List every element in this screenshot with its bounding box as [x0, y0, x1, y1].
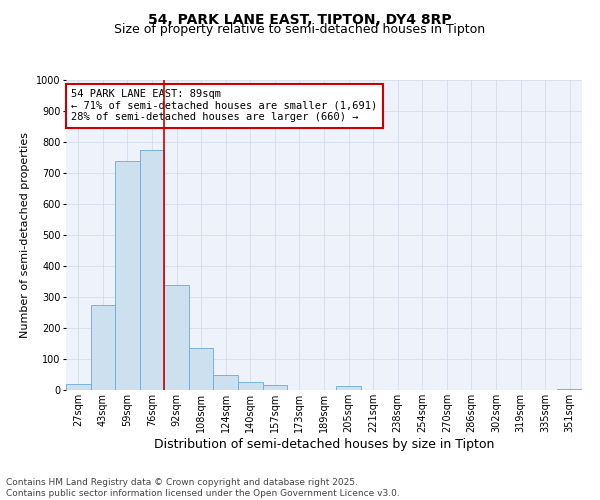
Y-axis label: Number of semi-detached properties: Number of semi-detached properties — [20, 132, 31, 338]
Text: 54, PARK LANE EAST, TIPTON, DY4 8RP: 54, PARK LANE EAST, TIPTON, DY4 8RP — [148, 12, 452, 26]
Bar — [189, 348, 214, 390]
Bar — [164, 284, 189, 390]
Text: Contains HM Land Registry data © Crown copyright and database right 2025.
Contai: Contains HM Land Registry data © Crown c… — [6, 478, 400, 498]
Bar — [214, 374, 238, 390]
Bar — [336, 386, 361, 390]
Bar — [238, 382, 263, 390]
Bar — [263, 386, 287, 390]
Bar — [140, 150, 164, 390]
Text: Size of property relative to semi-detached houses in Tipton: Size of property relative to semi-detach… — [115, 22, 485, 36]
Text: 54 PARK LANE EAST: 89sqm
← 71% of semi-detached houses are smaller (1,691)
28% o: 54 PARK LANE EAST: 89sqm ← 71% of semi-d… — [71, 90, 377, 122]
Bar — [115, 160, 140, 390]
Bar — [91, 304, 115, 390]
Bar — [66, 384, 91, 390]
X-axis label: Distribution of semi-detached houses by size in Tipton: Distribution of semi-detached houses by … — [154, 438, 494, 450]
